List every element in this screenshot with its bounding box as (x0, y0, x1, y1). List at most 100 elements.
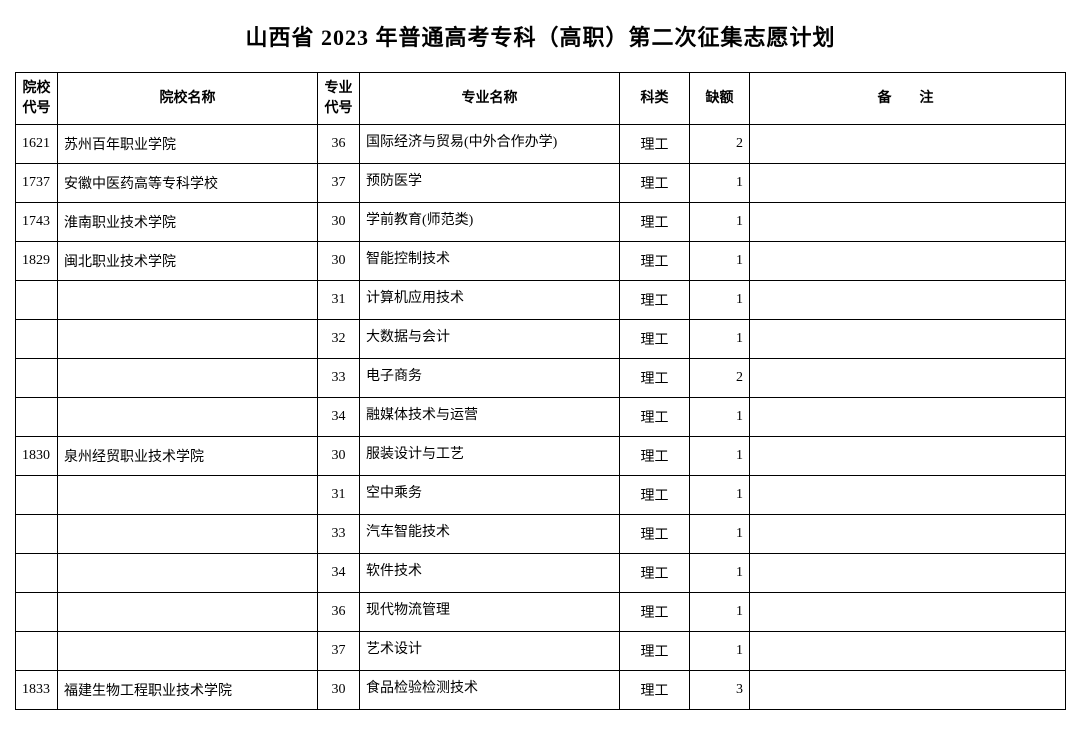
cell-category: 理工 (620, 671, 690, 710)
header-category: 科类 (620, 73, 690, 125)
cell-vacancy: 1 (690, 320, 750, 359)
cell-school-name (58, 515, 318, 554)
cell-major-name: 计算机应用技术 (360, 281, 620, 320)
cell-major-name: 软件技术 (360, 554, 620, 593)
cell-school-code (16, 554, 58, 593)
cell-school-name: 福建生物工程职业技术学院 (58, 671, 318, 710)
cell-major-name: 智能控制技术 (360, 242, 620, 281)
cell-remark (750, 554, 1066, 593)
header-school-name: 院校名称 (58, 73, 318, 125)
header-major-name: 专业名称 (360, 73, 620, 125)
cell-category: 理工 (620, 476, 690, 515)
cell-major-code: 33 (318, 515, 360, 554)
cell-vacancy: 1 (690, 476, 750, 515)
cell-major-name: 融媒体技术与运营 (360, 398, 620, 437)
cell-school-code (16, 398, 58, 437)
cell-school-code: 1833 (16, 671, 58, 710)
cell-major-code: 31 (318, 476, 360, 515)
cell-remark (750, 359, 1066, 398)
table-row: 1830泉州经贸职业技术学院30服装设计与工艺理工1 (16, 437, 1066, 476)
cell-major-name: 学前教育(师范类) (360, 203, 620, 242)
cell-school-code (16, 632, 58, 671)
cell-school-code (16, 281, 58, 320)
cell-school-name (58, 554, 318, 593)
cell-major-name: 大数据与会计 (360, 320, 620, 359)
table-row: 31计算机应用技术理工1 (16, 281, 1066, 320)
cell-category: 理工 (620, 164, 690, 203)
header-school-code: 院校 代号 (16, 73, 58, 125)
cell-major-name: 艺术设计 (360, 632, 620, 671)
cell-major-code: 37 (318, 632, 360, 671)
cell-vacancy: 1 (690, 437, 750, 476)
cell-category: 理工 (620, 593, 690, 632)
table-row: 33电子商务理工2 (16, 359, 1066, 398)
cell-remark (750, 398, 1066, 437)
cell-school-name: 泉州经贸职业技术学院 (58, 437, 318, 476)
cell-vacancy: 1 (690, 632, 750, 671)
table-row: 37艺术设计理工1 (16, 632, 1066, 671)
cell-major-code: 30 (318, 242, 360, 281)
table-row: 1621苏州百年职业学院36国际经济与贸易(中外合作办学)理工2 (16, 125, 1066, 164)
cell-major-name: 服装设计与工艺 (360, 437, 620, 476)
table-row: 1737安徽中医药高等专科学校37预防医学理工1 (16, 164, 1066, 203)
cell-remark (750, 242, 1066, 281)
cell-school-code (16, 593, 58, 632)
cell-category: 理工 (620, 242, 690, 281)
cell-school-name (58, 632, 318, 671)
header-remark: 备注 (750, 73, 1066, 125)
cell-major-code: 33 (318, 359, 360, 398)
cell-category: 理工 (620, 515, 690, 554)
cell-remark (750, 671, 1066, 710)
cell-school-name (58, 281, 318, 320)
cell-school-code (16, 515, 58, 554)
cell-major-code: 34 (318, 554, 360, 593)
cell-major-code: 32 (318, 320, 360, 359)
cell-major-name: 电子商务 (360, 359, 620, 398)
header-vacancy: 缺额 (690, 73, 750, 125)
cell-category: 理工 (620, 125, 690, 164)
cell-remark (750, 437, 1066, 476)
cell-remark (750, 203, 1066, 242)
cell-school-name: 闽北职业技术学院 (58, 242, 318, 281)
cell-school-code: 1829 (16, 242, 58, 281)
cell-remark (750, 476, 1066, 515)
cell-major-name: 汽车智能技术 (360, 515, 620, 554)
cell-category: 理工 (620, 554, 690, 593)
cell-remark (750, 281, 1066, 320)
cell-vacancy: 1 (690, 164, 750, 203)
header-major-code: 专业 代号 (318, 73, 360, 125)
table-row: 1743淮南职业技术学院30学前教育(师范类)理工1 (16, 203, 1066, 242)
table-row: 1833福建生物工程职业技术学院30食品检验检测技术理工3 (16, 671, 1066, 710)
table-row: 34融媒体技术与运营理工1 (16, 398, 1066, 437)
cell-major-name: 食品检验检测技术 (360, 671, 620, 710)
cell-category: 理工 (620, 281, 690, 320)
cell-school-name (58, 398, 318, 437)
cell-category: 理工 (620, 359, 690, 398)
table-row: 34软件技术理工1 (16, 554, 1066, 593)
cell-vacancy: 1 (690, 554, 750, 593)
table-row: 31空中乘务理工1 (16, 476, 1066, 515)
cell-school-name (58, 476, 318, 515)
cell-remark (750, 125, 1066, 164)
cell-remark (750, 593, 1066, 632)
cell-major-code: 36 (318, 125, 360, 164)
cell-school-name: 淮南职业技术学院 (58, 203, 318, 242)
cell-major-code: 30 (318, 671, 360, 710)
table-row: 33汽车智能技术理工1 (16, 515, 1066, 554)
cell-school-code: 1737 (16, 164, 58, 203)
cell-remark (750, 632, 1066, 671)
cell-remark (750, 164, 1066, 203)
cell-school-code: 1621 (16, 125, 58, 164)
cell-vacancy: 1 (690, 281, 750, 320)
cell-vacancy: 2 (690, 359, 750, 398)
cell-vacancy: 1 (690, 398, 750, 437)
table-header-row: 院校 代号 院校名称 专业 代号 专业名称 科类 缺额 备注 (16, 73, 1066, 125)
cell-category: 理工 (620, 632, 690, 671)
cell-remark (750, 515, 1066, 554)
cell-vacancy: 3 (690, 671, 750, 710)
cell-school-name (58, 320, 318, 359)
cell-major-code: 37 (318, 164, 360, 203)
cell-school-name (58, 359, 318, 398)
cell-vacancy: 1 (690, 242, 750, 281)
cell-vacancy: 1 (690, 593, 750, 632)
